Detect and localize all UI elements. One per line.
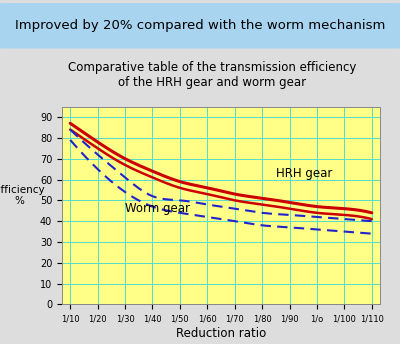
FancyBboxPatch shape [0, 3, 400, 49]
Text: Improved by 20% compared with the worm mechanism: Improved by 20% compared with the worm m… [15, 19, 385, 32]
Text: Worm gear: Worm gear [125, 202, 190, 215]
Y-axis label: Efficiency
%: Efficiency % [0, 185, 44, 206]
X-axis label: Reduction ratio: Reduction ratio [176, 327, 266, 340]
Text: Comparative table of the transmission efficiency
of the HRH gear and worm gear: Comparative table of the transmission ef… [68, 62, 356, 89]
Text: HRH gear: HRH gear [276, 167, 332, 180]
